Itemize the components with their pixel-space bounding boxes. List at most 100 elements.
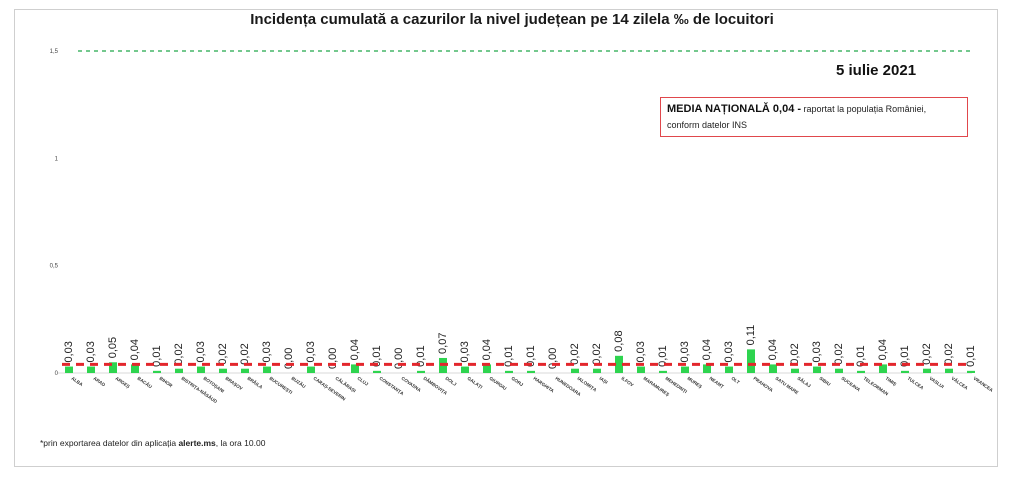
data-label: 0,01 xyxy=(415,345,427,366)
bar xyxy=(153,370,161,373)
x-tick-label: GALAȚI xyxy=(466,376,483,390)
y-tick-label: 1 xyxy=(55,156,59,162)
bar xyxy=(417,370,425,373)
bar xyxy=(527,370,535,373)
bar xyxy=(835,368,843,373)
bar xyxy=(879,364,887,373)
data-label: 0,04 xyxy=(877,339,889,360)
data-label: 0,01 xyxy=(855,345,867,366)
bar xyxy=(791,368,799,373)
bar xyxy=(659,370,667,373)
data-label: 0,03 xyxy=(459,341,471,362)
x-tick-label: GORJ xyxy=(510,376,524,388)
x-tick-label: BUZĂU xyxy=(290,375,307,390)
bar xyxy=(769,364,777,373)
bar xyxy=(197,366,205,373)
data-label: 0,01 xyxy=(899,345,911,366)
bar xyxy=(131,364,139,373)
x-tick-label: SĂLAJ xyxy=(796,375,812,389)
bar xyxy=(857,370,865,373)
data-label: 0,01 xyxy=(151,345,163,366)
bar xyxy=(461,366,469,373)
data-label: 0,04 xyxy=(349,339,361,360)
data-label: 0,02 xyxy=(239,343,251,364)
data-label: 0,01 xyxy=(525,345,537,366)
x-tick-label: CLUJ xyxy=(356,376,369,387)
data-label: 0,02 xyxy=(217,343,229,364)
y-tick-label: 0,5 xyxy=(50,264,59,270)
data-label: 0,03 xyxy=(811,341,823,362)
data-label: 0,04 xyxy=(481,339,493,360)
x-tick-label: ILFOV xyxy=(620,376,635,388)
bar xyxy=(373,370,381,373)
bar xyxy=(571,368,579,373)
bar xyxy=(967,370,975,373)
data-label: 0,05 xyxy=(107,337,119,358)
bar xyxy=(109,362,117,373)
bar xyxy=(681,366,689,373)
y-tick-label: 0 xyxy=(55,371,59,377)
x-tick-label: VASLUI xyxy=(928,376,944,390)
bar xyxy=(175,368,183,373)
bar xyxy=(593,368,601,373)
y-tick-label: 1,5 xyxy=(50,49,59,55)
bar xyxy=(65,366,73,373)
data-label: 0,03 xyxy=(261,341,273,362)
data-label: 0,04 xyxy=(767,339,779,360)
x-tick-label: SIBIU xyxy=(818,376,831,388)
footnote-text-end: , la ora 10.00 xyxy=(215,438,266,448)
data-label: 0,03 xyxy=(635,341,647,362)
data-label: 0,01 xyxy=(503,345,515,366)
x-tick-label: VÂLCEA xyxy=(950,375,969,391)
data-label: 0,08 xyxy=(613,330,625,351)
chart-frame xyxy=(14,9,998,467)
footnote-text-start: *prin exportarea datelor din aplicația xyxy=(40,438,179,448)
data-label: 0,11 xyxy=(745,325,757,346)
data-label: 0,03 xyxy=(679,341,691,362)
bar xyxy=(703,364,711,373)
bar xyxy=(725,366,733,373)
x-tick-label: GIURGIU xyxy=(488,376,508,392)
bar xyxy=(263,366,271,373)
footnote-app-name: alerte.ms xyxy=(178,438,216,448)
national-average-annotation: MEDIA NAȚIONALĂ 0,04 - raportat la popul… xyxy=(660,97,968,137)
x-tick-label: ARAD xyxy=(92,376,106,388)
data-label: 0,04 xyxy=(129,339,141,360)
data-label: 0,02 xyxy=(833,343,845,364)
bar xyxy=(307,366,315,373)
x-tick-label: BRĂILA xyxy=(246,375,264,390)
data-label: 0,03 xyxy=(723,341,735,362)
x-tick-label: NEAMȚ xyxy=(708,376,724,390)
data-label: 0,02 xyxy=(921,343,933,364)
data-label: 0,02 xyxy=(173,343,185,364)
x-tick-label: BRAȘOV xyxy=(224,376,244,393)
x-tick-label: ARGEȘ xyxy=(114,376,131,390)
data-label: 0,03 xyxy=(305,341,317,362)
data-label: 0,03 xyxy=(85,341,97,362)
national-average-description: raportat la populația României, conform … xyxy=(667,104,927,130)
data-label: 0,03 xyxy=(63,341,75,362)
bar xyxy=(241,368,249,373)
x-tick-label: VRANCEA xyxy=(972,376,994,394)
bar xyxy=(901,370,909,373)
data-label: 0,02 xyxy=(569,343,581,364)
x-tick-label: IAȘI xyxy=(598,376,609,386)
x-tick-label: SUCEAVA xyxy=(840,376,861,393)
bar xyxy=(505,370,513,373)
x-tick-label: BUCUREȘTI xyxy=(268,376,293,396)
report-date: 5 iulie 2021 xyxy=(836,62,917,79)
bar xyxy=(483,364,491,373)
bar xyxy=(637,366,645,373)
x-tick-label: HARGHITA xyxy=(532,376,555,394)
x-tick-label: MUREȘ xyxy=(686,376,703,390)
data-label: 0,02 xyxy=(789,343,801,364)
bar xyxy=(615,355,623,373)
bar xyxy=(813,366,821,373)
x-tick-label: ALBA xyxy=(70,376,84,388)
data-label: 0,03 xyxy=(195,341,207,362)
data-label: 0,02 xyxy=(943,343,955,364)
chart-title: Incidența cumulată a cazurilor la nivel … xyxy=(250,11,774,28)
bar xyxy=(747,349,755,373)
x-tick-label: PRAHOVA xyxy=(752,376,774,393)
bar xyxy=(351,364,359,373)
